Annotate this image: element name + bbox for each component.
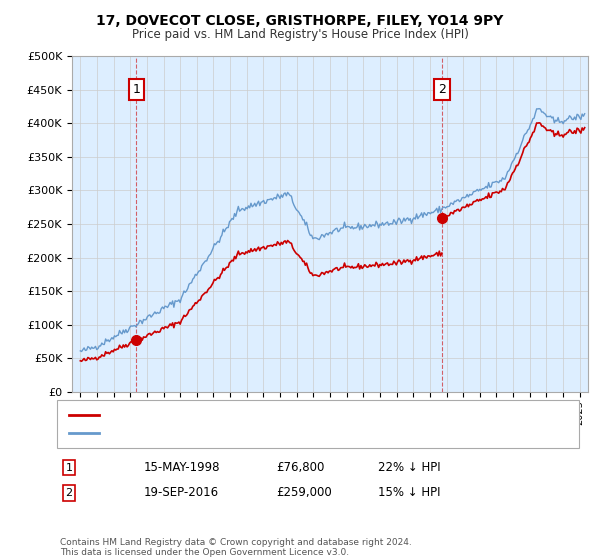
Text: 17, DOVECOT CLOSE, GRISTHORPE, FILEY, YO14 9PY: 17, DOVECOT CLOSE, GRISTHORPE, FILEY, YO…	[97, 14, 503, 28]
Text: £76,800: £76,800	[276, 461, 325, 474]
Text: 15% ↓ HPI: 15% ↓ HPI	[378, 486, 440, 500]
Text: 1: 1	[65, 463, 73, 473]
Text: 22% ↓ HPI: 22% ↓ HPI	[378, 461, 440, 474]
Text: 19-SEP-2016: 19-SEP-2016	[144, 486, 219, 500]
Text: 17, DOVECOT CLOSE, GRISTHORPE, FILEY, YO14 9PY (detached house): 17, DOVECOT CLOSE, GRISTHORPE, FILEY, YO…	[105, 410, 472, 420]
Text: Contains HM Land Registry data © Crown copyright and database right 2024.
This d: Contains HM Land Registry data © Crown c…	[60, 538, 412, 557]
Text: 2: 2	[438, 83, 446, 96]
Text: Price paid vs. HM Land Registry's House Price Index (HPI): Price paid vs. HM Land Registry's House …	[131, 28, 469, 41]
Text: 2: 2	[65, 488, 73, 498]
Text: 1: 1	[133, 83, 140, 96]
Text: 15-MAY-1998: 15-MAY-1998	[144, 461, 221, 474]
Text: HPI: Average price, detached house, North Yorkshire: HPI: Average price, detached house, Nort…	[105, 428, 378, 438]
Text: £259,000: £259,000	[276, 486, 332, 500]
